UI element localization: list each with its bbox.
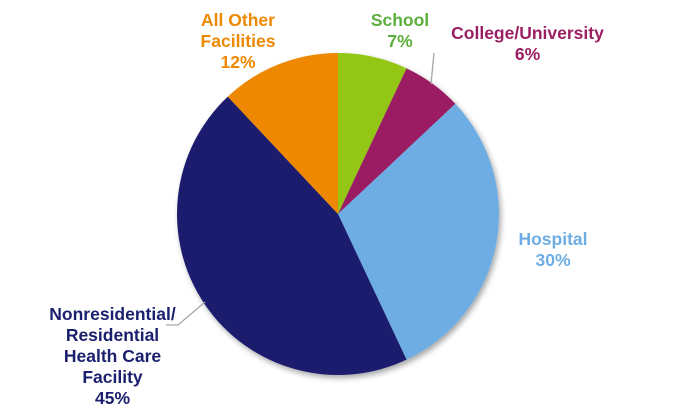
label-name-line: Residential — [65, 325, 160, 345]
label-name-line: College/University — [451, 23, 604, 43]
label-name-line: Nonresidential/ — [49, 304, 176, 324]
label-percent: 45% — [94, 388, 131, 408]
label-percent: 7% — [387, 31, 413, 51]
label-percent: 6% — [514, 44, 541, 64]
leader-lines — [166, 52, 435, 326]
label-name-line: Facilities — [200, 31, 276, 51]
label-name-line: Facility — [82, 367, 143, 387]
pie-slice-hospital — [338, 103, 499, 360]
label-name-line: School — [370, 10, 430, 30]
label-percent: 12% — [220, 52, 256, 72]
pie-slices — [177, 53, 499, 375]
pie-slice-all-other-facilities — [227, 53, 338, 214]
label-all-other-facilities: All Other Facilities 12% — [178, 10, 298, 73]
label-name-line: All Other — [201, 10, 275, 30]
pie-slice-nonresidential-residential-health-care-facility — [177, 96, 407, 375]
pie-slice-college-university — [338, 68, 456, 214]
label-school: School 7% — [355, 10, 445, 52]
label-name-line: Health Care — [63, 346, 162, 366]
label-percent: 30% — [535, 250, 571, 270]
label-hospital: Hospital 30% — [508, 229, 598, 271]
label-nonresidential-health-care: Nonresidential/ Residential Health Care … — [30, 304, 195, 409]
label-name-line: Hospital — [518, 229, 588, 249]
leader-line-nonresidential — [166, 301, 206, 326]
pie-slice-school — [338, 53, 407, 214]
label-college-university: College/University 6% — [440, 23, 615, 65]
leader-line-college — [430, 52, 435, 85]
